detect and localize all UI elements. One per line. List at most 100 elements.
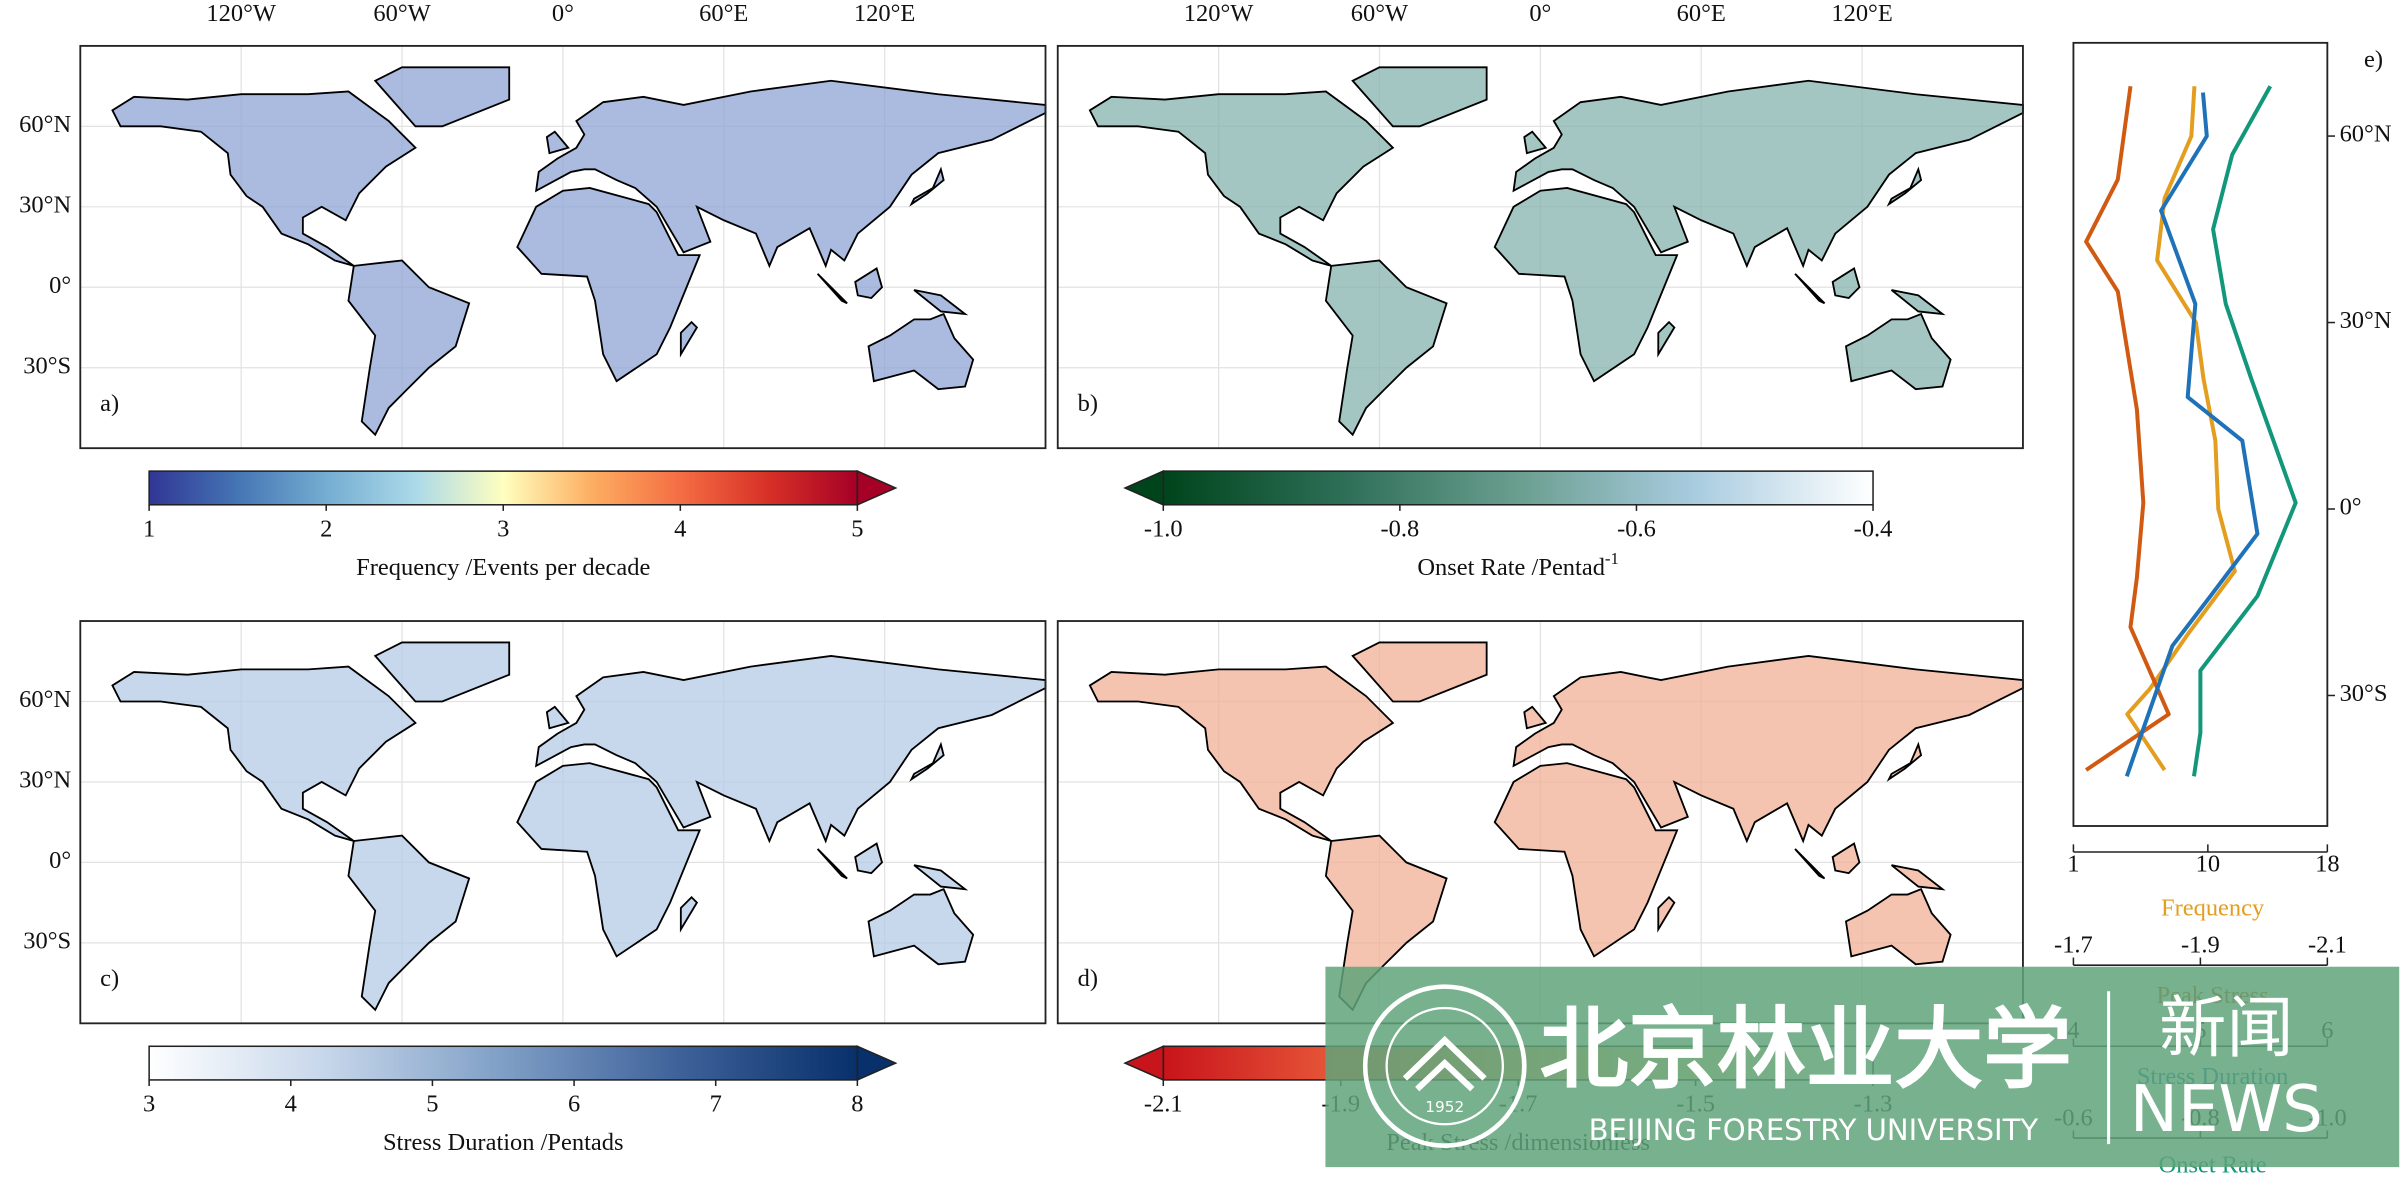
continent [1512, 79, 2024, 269]
colorbar-tick-label: 2 [320, 515, 332, 542]
lon-tick-label: 60°E [1677, 0, 1726, 27]
y-tick-label: 60°N [2340, 121, 2392, 148]
logo-ring [1362, 984, 1527, 1148]
lon-tick-label: 60°W [373, 0, 431, 27]
continent [347, 834, 471, 1012]
continent [1831, 267, 1861, 299]
continent [1523, 130, 1548, 155]
lon-tick-label: 60°W [1351, 0, 1409, 27]
lon-tick-label: 120°W [1184, 0, 1254, 27]
continent [534, 79, 1047, 269]
colorbar-tick-label: 3 [143, 1091, 155, 1118]
y-tick-label: 0° [2340, 494, 2362, 521]
plot-frame [2072, 41, 2329, 827]
continent [867, 312, 975, 391]
colorbar [148, 1045, 859, 1081]
panel-label: c) [100, 965, 119, 992]
continent [516, 187, 702, 383]
colorbar-tick-label: 4 [674, 515, 686, 542]
panel-label: a) [100, 390, 119, 417]
continent [1886, 741, 1923, 782]
map-frame [1056, 44, 2024, 450]
colorbar-extend [1123, 1045, 1165, 1082]
continent [909, 166, 945, 207]
continent [854, 267, 884, 299]
map-frame [79, 44, 1047, 450]
panel-label: b) [1078, 390, 1098, 417]
continent [679, 895, 699, 933]
continent [1493, 187, 1679, 383]
lat-tick-label: 30°N [19, 191, 71, 218]
lat-tick-label: 60°N [19, 111, 71, 138]
lon-tick-label: 0° [552, 0, 574, 27]
logo-year: 1952 [1425, 1098, 1464, 1116]
watermark-news-cn: 新闻 [2159, 989, 2294, 1067]
continent [111, 665, 417, 842]
lon-tick-label: 120°E [854, 0, 915, 27]
continent [534, 654, 1047, 844]
continent [1890, 289, 1946, 316]
colorbar-label: Frequency /Events per decade [356, 554, 650, 581]
continent [373, 641, 511, 703]
x-tick-label: -1.9 [2181, 931, 2220, 958]
colorbar-tick-label: -1.0 [1144, 515, 1183, 542]
continent [816, 273, 848, 305]
continent [347, 259, 471, 437]
colorbar-label: Stress Duration /Pentads [383, 1129, 624, 1156]
continent [373, 66, 511, 128]
x-tick-label: -1.7 [2054, 931, 2093, 958]
logo-inner [1385, 1006, 1505, 1126]
watermark-band [1325, 966, 2400, 1168]
watermark-news-en: NEWS [2130, 1072, 2323, 1147]
colorbar-extend [1123, 469, 1165, 506]
continent [1523, 705, 1548, 730]
x-tick-label: -2.1 [2308, 931, 2347, 958]
continent [545, 130, 570, 155]
continent [909, 741, 945, 782]
colorbar-label-superscript: -1 [1605, 549, 1619, 568]
colorbar-tick-label: 7 [710, 1091, 722, 1118]
map-panel: 120°W 60°W 0° 60°E 120°E b) -1.0 -0.8 -0.6 -0.4 On… [1056, 0, 2024, 581]
colorbar-label-text: Stress Duration /Pentads [383, 1129, 624, 1156]
panels: 120°W 60°W 0° 60°E 120°E 60°N 30°N 0° 30°S a) 1 2 3 4… [19, 0, 2392, 1179]
colorbar-tick-label: 3 [497, 515, 509, 542]
continent [913, 864, 969, 891]
profile-line [2191, 85, 2298, 777]
continent [1657, 895, 1676, 933]
map-panel: 60°N 30°N 0° 30°S c) 3 4 5 6 7 8 Stress Duration /P… [19, 620, 1047, 1156]
continent [1657, 320, 1676, 358]
colorbar-tick-label: 1 [143, 515, 155, 542]
colorbar-tick-label: 5 [426, 1091, 438, 1118]
continent [679, 320, 699, 358]
colorbar [148, 470, 859, 506]
panel-label: d) [1078, 965, 1098, 992]
colorbar-label: Onset Rate /Pentad-1 [1417, 549, 1619, 581]
lat-tick-label: 30°S [23, 352, 71, 379]
lat-tick-label: 30°S [23, 927, 71, 954]
lon-tick-label: 120°W [206, 0, 276, 27]
panel-label: e) [2364, 46, 2383, 73]
profile-line [2124, 92, 2260, 777]
continent [867, 888, 975, 966]
continent [1324, 259, 1448, 437]
continent [111, 90, 417, 267]
colorbar-tick-label: 6 [568, 1091, 580, 1118]
colorbar [1162, 470, 1874, 506]
continent [1351, 66, 1488, 128]
colorbar-tick-label: 8 [851, 1091, 863, 1118]
lon-tick-label: 120°E [1831, 0, 1892, 27]
continent [1844, 888, 1952, 966]
colorbar-tick-label: -2.1 [1144, 1091, 1183, 1118]
continent [1831, 842, 1861, 875]
lat-tick-label: 0° [49, 272, 71, 299]
continent [1794, 273, 1826, 305]
watermark: 1952 北京林业大学 BEIJING FORESTRY UNIVERSITY … [1325, 966, 2400, 1168]
logo-icon [1402, 1035, 1487, 1092]
lat-tick-label: 60°N [19, 686, 71, 713]
continent [913, 289, 969, 316]
profile-line [2125, 86, 2237, 772]
y-tick-label: 30°S [2340, 680, 2388, 707]
lat-tick-label: 0° [49, 847, 71, 874]
